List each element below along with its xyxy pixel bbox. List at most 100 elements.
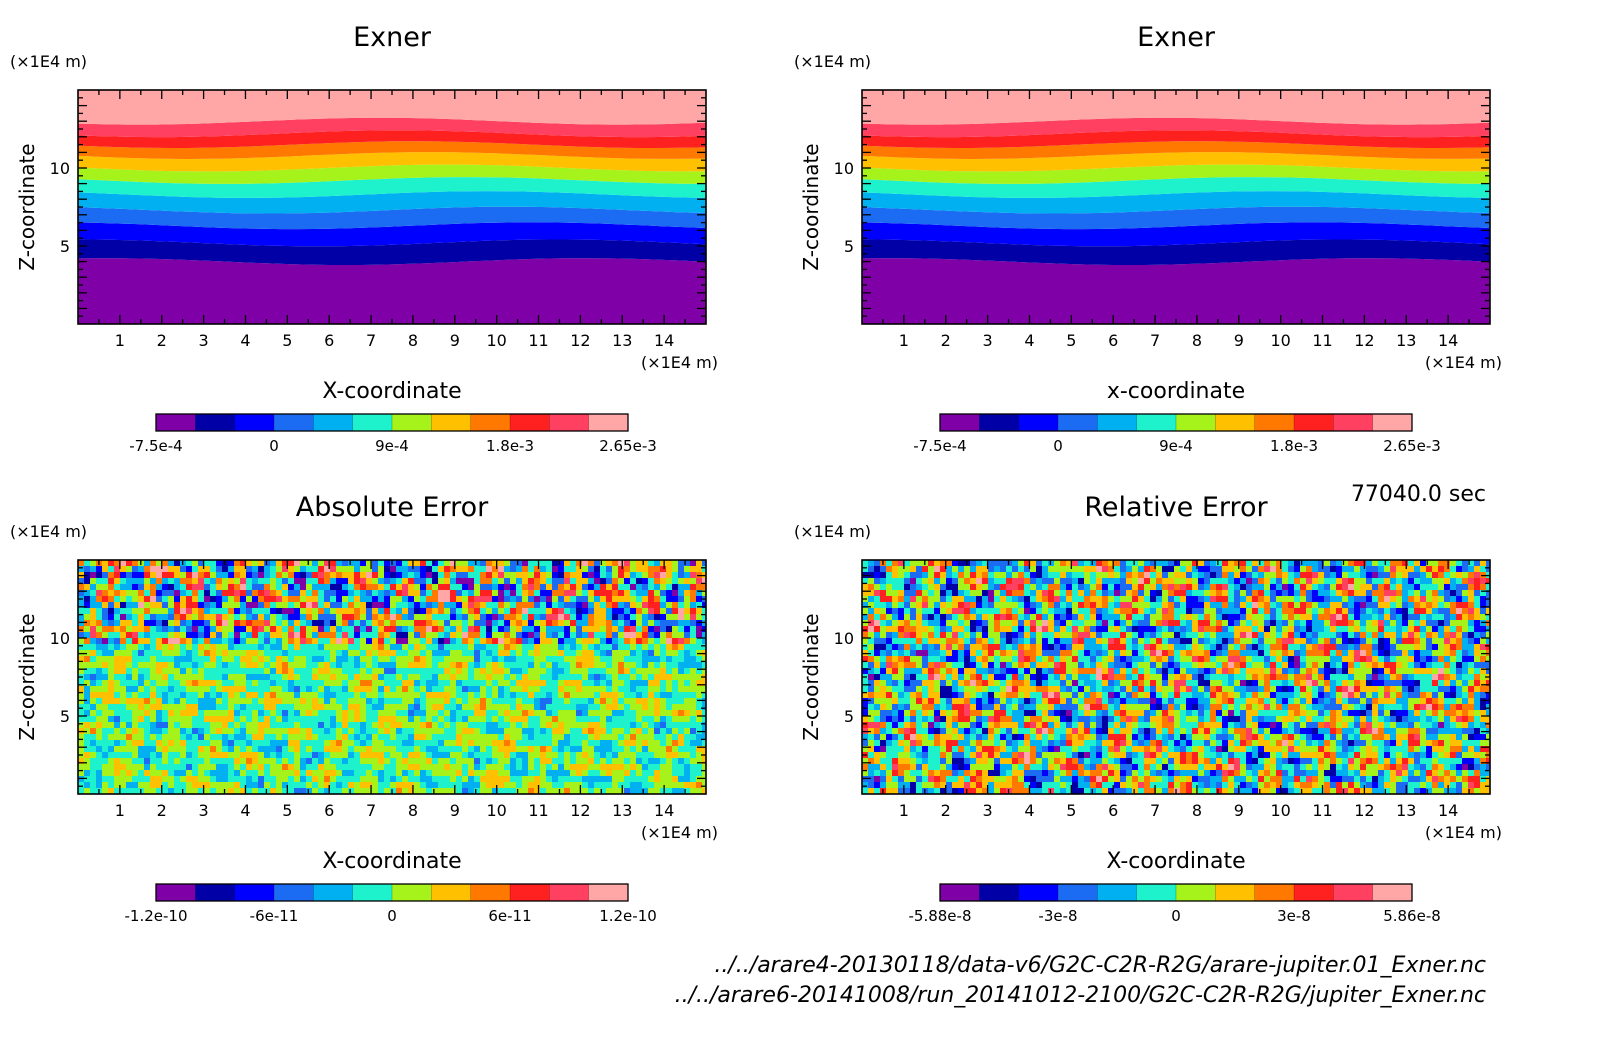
contour-band: [862, 90, 1490, 125]
x-tick-label: 2: [157, 801, 167, 820]
heatmap-field: [862, 90, 1490, 324]
y-unit-label: (×1E4 m): [10, 522, 87, 541]
x-tick-label: 3: [983, 331, 993, 350]
colorbar: -7.5e-4 0 9e-4 1.8e-3 2.65e-3: [913, 413, 1441, 455]
contour-band: [862, 117, 1490, 138]
colorbar-swatch: [470, 884, 511, 901]
colorbar-swatch: [1372, 884, 1413, 901]
contour-band: [78, 258, 706, 324]
contour-band: [78, 164, 706, 184]
contour-band: [862, 177, 1490, 198]
colorbar-swatch: [1333, 414, 1374, 431]
contour-band: [78, 191, 706, 214]
x-tick-label: 6: [324, 801, 334, 820]
x-tick-label: 13: [1396, 331, 1416, 350]
x-axis-label: X-coordinate: [1106, 849, 1245, 874]
y-tick-label: 10: [834, 629, 854, 648]
contour-band: [78, 222, 706, 247]
x-unit-label: (×1E4 m): [641, 353, 718, 372]
x-tick-label: 8: [1192, 801, 1202, 820]
x-tick-label: 8: [408, 331, 418, 350]
colorbar-swatch: [1058, 884, 1098, 901]
x-tick-label: 1: [899, 331, 909, 350]
colorbar-swatch: [940, 414, 980, 431]
contour-band: [78, 239, 706, 265]
x-tick-label: 1: [115, 331, 125, 350]
colorbar-swatch: [195, 414, 236, 431]
x-tick-label: 9: [1234, 801, 1244, 820]
x-tick-label: 9: [1234, 331, 1244, 350]
y-unit-label: (×1E4 m): [10, 52, 87, 71]
contour-band: [862, 239, 1490, 265]
x-axis-label: X-coordinate: [322, 379, 461, 404]
colorbar-swatch: [940, 884, 980, 901]
x-tick-label: 3: [983, 801, 993, 820]
x-tick-label: 11: [528, 801, 548, 820]
x-tick-label: 10: [486, 331, 506, 350]
x-tick-label: 14: [654, 801, 674, 820]
colorbar-swatch: [1058, 414, 1098, 431]
contour-band: [862, 164, 1490, 184]
colorbar-swatch: [979, 884, 1020, 901]
x-tick-label: 5: [1066, 331, 1076, 350]
y-tick-label: 5: [60, 237, 70, 256]
x-tick-label: 3: [199, 801, 209, 820]
contour-band: [862, 206, 1490, 230]
x-tick-label: 14: [1438, 801, 1458, 820]
x-tick-label: 2: [941, 331, 951, 350]
chart-title: Absolute Error: [296, 492, 489, 523]
colorbar-tick-label: 5.86e-8: [1383, 907, 1441, 925]
colorbar-swatch: [313, 414, 354, 431]
contour-band: [862, 152, 1490, 172]
colorbar-swatch: [1176, 414, 1216, 431]
contour-band: [78, 130, 706, 148]
colorbar-swatch: [392, 414, 432, 431]
x-tick-label: 4: [1024, 801, 1034, 820]
colorbar-swatch: [1097, 414, 1138, 431]
colorbar-swatch: [510, 414, 550, 431]
colorbar-tick-label: 1.8e-3: [1270, 437, 1318, 455]
colorbar-tick-label: 2.65e-3: [599, 437, 657, 455]
colorbar-tick-label: 2.65e-3: [1383, 437, 1441, 455]
contour-band: [862, 258, 1490, 324]
x-tick-label: 14: [654, 331, 674, 350]
colorbar-swatch: [1294, 414, 1334, 431]
x-tick-label: 12: [1354, 331, 1374, 350]
colorbar: -5.88e-8 -3e-8 0 3e-8 5.86e-8: [909, 883, 1441, 925]
contour-band: [78, 90, 706, 125]
colorbar-swatch: [431, 414, 472, 431]
x-tick-label: 5: [282, 331, 292, 350]
colorbar-swatch: [588, 884, 629, 901]
x-tick-label: 6: [324, 331, 334, 350]
y-axis-label: Z-coordinate: [799, 143, 823, 270]
colorbar-swatch: [274, 414, 314, 431]
x-tick-label: 6: [1108, 331, 1118, 350]
x-tick-label: 6: [1108, 801, 1118, 820]
x-tick-label: 12: [570, 801, 590, 820]
contour-band: [862, 191, 1490, 214]
colorbar-tick-label: 6e-11: [488, 907, 531, 925]
footer-file-path-1: ../../arare4-20130118/data-v6/G2C-C2R-R2…: [714, 953, 1486, 978]
colorbar-swatch: [1018, 884, 1059, 901]
x-tick-label: 9: [450, 331, 460, 350]
footer-file-path-2: ../../arare6-20141008/run_20141012-2100/…: [674, 983, 1486, 1008]
x-tick-label: 7: [1150, 801, 1160, 820]
x-tick-label: 2: [941, 801, 951, 820]
x-tick-label: 13: [1396, 801, 1416, 820]
colorbar-tick-label: 0: [387, 907, 397, 925]
y-tick-label: 5: [844, 237, 854, 256]
colorbar-swatch: [156, 884, 196, 901]
x-tick-label: 8: [1192, 331, 1202, 350]
contour-band: [78, 117, 706, 138]
colorbar-swatch: [510, 884, 550, 901]
x-tick-label: 7: [366, 801, 376, 820]
colorbar-swatch: [1333, 884, 1374, 901]
colorbar-swatch: [1018, 414, 1059, 431]
colorbar-tick-label: 1.8e-3: [486, 437, 534, 455]
chart-title: Exner: [1137, 22, 1216, 53]
x-unit-label: (×1E4 m): [1425, 823, 1502, 842]
x-tick-label: 13: [612, 331, 632, 350]
x-tick-label: 10: [1270, 331, 1290, 350]
